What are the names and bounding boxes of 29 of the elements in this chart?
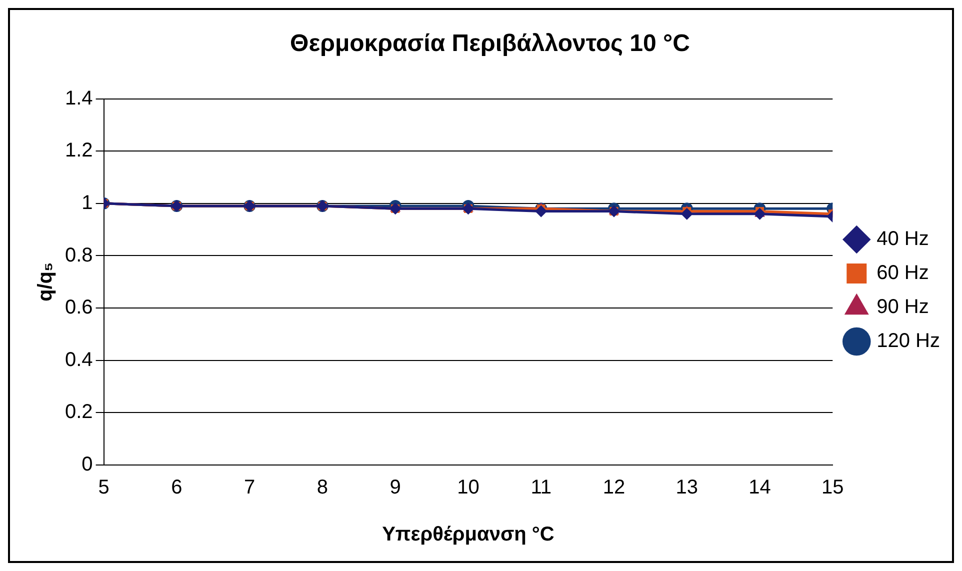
y-tick-label: 0.6 [64, 296, 93, 319]
x-tick-label: 6 [171, 476, 182, 499]
x-tick-label: 7 [244, 476, 256, 499]
x-tick-label: 14 [748, 476, 771, 499]
x-tick-label: 13 [676, 476, 698, 499]
x-tick-label: 11 [530, 476, 552, 499]
y-tick-label: 0 [82, 454, 93, 476]
x-tick-label: 8 [316, 476, 328, 499]
point [754, 208, 766, 220]
legend-label: 120 Hz [876, 330, 940, 352]
x-tick-label: 9 [390, 476, 401, 499]
point [680, 208, 693, 220]
y-tick-label: 0.4 [64, 348, 93, 371]
y-axis-title: q/q₅ [34, 262, 57, 302]
x-tick-label: 5 [98, 476, 110, 499]
legend-label: 90 Hz [876, 296, 929, 318]
point [535, 205, 548, 218]
x-tick-label: 15 [822, 476, 844, 499]
x-axis-title: Υπερθέρμανση °C [382, 524, 554, 546]
y-tick-label: 1.2 [64, 140, 93, 162]
x-tick-label: 12 [602, 476, 626, 499]
x-tick-label: 10 [457, 476, 480, 499]
y-tick-label: 1.4 [64, 87, 93, 110]
y-tick-label: 1 [82, 192, 93, 214]
chart-title: Θερμοκρασία Περιβάλλοντος 10 °C [290, 30, 690, 58]
legend-label: 40 Hz [876, 228, 929, 250]
y-tick-label: 0.2 [64, 401, 93, 424]
y-tick-label: 0.8 [64, 244, 93, 266]
legend-label: 60 Hz [876, 262, 929, 284]
